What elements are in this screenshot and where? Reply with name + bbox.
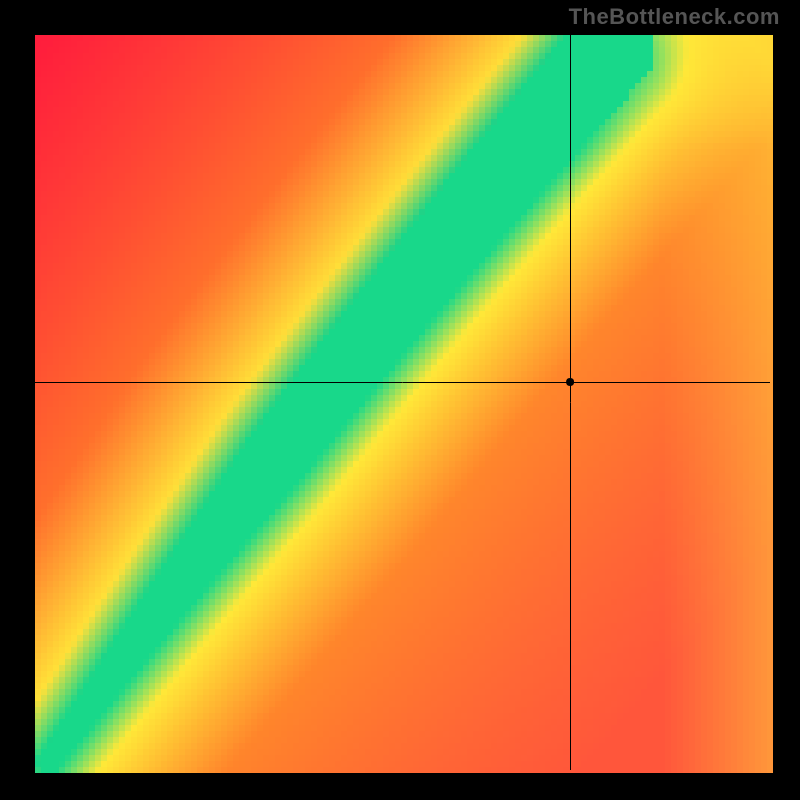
bottleneck-heatmap-container: TheBottleneck.com bbox=[0, 0, 800, 800]
heatmap-canvas bbox=[0, 0, 800, 800]
watermark-text: TheBottleneck.com bbox=[569, 4, 780, 30]
